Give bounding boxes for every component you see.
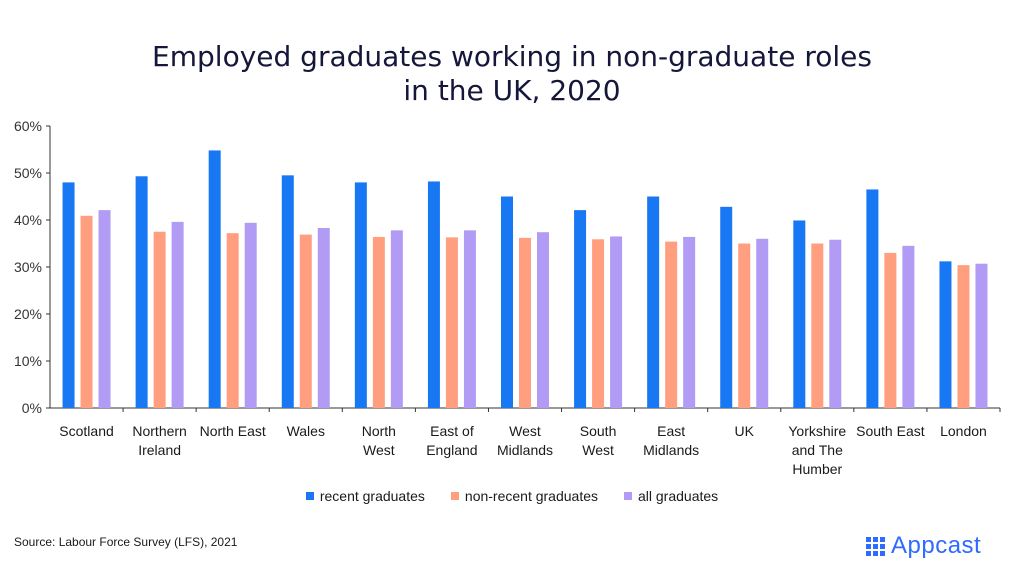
- y-tick-label: 0%: [22, 400, 42, 416]
- legend-swatch-all: [624, 492, 632, 500]
- bar-all-graduates-9: [756, 238, 769, 408]
- bar-non-recent-graduates-3: [299, 234, 312, 408]
- bar-recent-graduates-4: [354, 182, 367, 408]
- bar-non-recent-graduates-7: [592, 239, 605, 408]
- y-tick-label: 60%: [14, 118, 42, 134]
- x-tick-label: South East: [856, 423, 925, 439]
- x-tick-label: UK: [735, 423, 755, 439]
- bar-all-graduates-4: [390, 230, 403, 408]
- bar-recent-graduates-12: [939, 261, 952, 408]
- bar-non-recent-graduates-8: [665, 241, 678, 408]
- bar-recent-graduates-1: [135, 176, 148, 408]
- legend-item-non-recent: non-recent graduates: [450, 488, 598, 504]
- x-tick-label: Wales: [287, 423, 325, 439]
- legend-label-recent: recent graduates: [319, 488, 425, 504]
- y-tick-label: 20%: [14, 306, 42, 322]
- legend-item-recent: recent graduates: [305, 488, 425, 504]
- y-tick-label: 40%: [14, 212, 42, 228]
- bar-non-recent-graduates-5: [445, 237, 458, 408]
- y-tick-label: 10%: [14, 353, 42, 369]
- y-tick-label: 30%: [14, 259, 42, 275]
- x-tick-label: South West: [580, 423, 617, 458]
- bar-non-recent-graduates-0: [80, 215, 93, 408]
- y-tick-label: 50%: [14, 165, 42, 181]
- chart-title: Employed graduates working in non-gradua…: [0, 40, 1024, 108]
- appcast-dots-icon: [866, 536, 885, 556]
- bar-all-graduates-2: [244, 222, 257, 408]
- legend-item-all: all graduates: [624, 488, 718, 504]
- bar-all-graduates-12: [975, 263, 988, 408]
- bar-recent-graduates-9: [720, 206, 733, 408]
- chart-title-line-2: in the UK, 2020: [403, 74, 621, 107]
- bar-recent-graduates-10: [793, 220, 806, 408]
- x-tick-label: Northern Ireland: [132, 423, 186, 458]
- bar-recent-graduates-11: [866, 189, 879, 408]
- legend-swatch-non-recent: [450, 492, 459, 500]
- legend-label-non-recent: non-recent graduates: [464, 488, 598, 504]
- x-tick-label: London: [940, 423, 987, 439]
- x-tick-label: East Midlands: [643, 423, 699, 458]
- bar-all-graduates-7: [610, 236, 623, 408]
- bar-non-recent-graduates-4: [372, 236, 385, 408]
- bar-non-recent-graduates-1: [153, 231, 166, 408]
- bar-non-recent-graduates-9: [738, 243, 751, 408]
- bar-all-graduates-3: [317, 227, 330, 408]
- source-note: Source: Labour Force Survey (LFS), 2021: [14, 535, 238, 549]
- bar-non-recent-graduates-2: [226, 233, 239, 408]
- bar-all-graduates-11: [902, 245, 915, 408]
- bar-all-graduates-10: [829, 239, 842, 408]
- x-tick-label: West Midlands: [497, 423, 553, 458]
- x-tick-label: Yorkshire and The Humber: [788, 423, 846, 477]
- bar-all-graduates-0: [98, 210, 111, 408]
- bar-recent-graduates-7: [574, 210, 587, 408]
- bar-all-graduates-5: [463, 230, 476, 408]
- logo-text: Appcast: [891, 532, 982, 559]
- bar-non-recent-graduates-11: [884, 252, 897, 408]
- bar-all-graduates-1: [171, 221, 184, 408]
- chart-title-line-1: Employed graduates working in non-gradua…: [152, 40, 872, 73]
- bar-recent-graduates-0: [62, 182, 75, 408]
- x-tick-label: East of England: [426, 423, 477, 458]
- bar-non-recent-graduates-6: [519, 237, 531, 408]
- x-tick-label: Scotland: [59, 423, 113, 439]
- x-tick-label: North West: [362, 423, 396, 458]
- bar-non-recent-graduates-10: [811, 243, 824, 408]
- legend: recent graduates non-recent graduates al…: [0, 488, 1024, 504]
- appcast-logo: Appcast: [866, 532, 981, 560]
- bar-recent-graduates-8: [647, 196, 660, 408]
- bar-recent-graduates-3: [281, 175, 294, 408]
- bar-non-recent-graduates-12: [957, 265, 970, 408]
- legend-swatch-recent: [305, 492, 314, 500]
- bar-recent-graduates-2: [208, 150, 221, 408]
- bar-all-graduates-6: [537, 232, 549, 408]
- x-tick-label: North East: [200, 423, 266, 439]
- bar-all-graduates-8: [683, 236, 696, 408]
- legend-label-all: all graduates: [638, 488, 719, 504]
- bar-recent-graduates-5: [427, 181, 440, 408]
- bar-recent-graduates-6: [501, 196, 513, 408]
